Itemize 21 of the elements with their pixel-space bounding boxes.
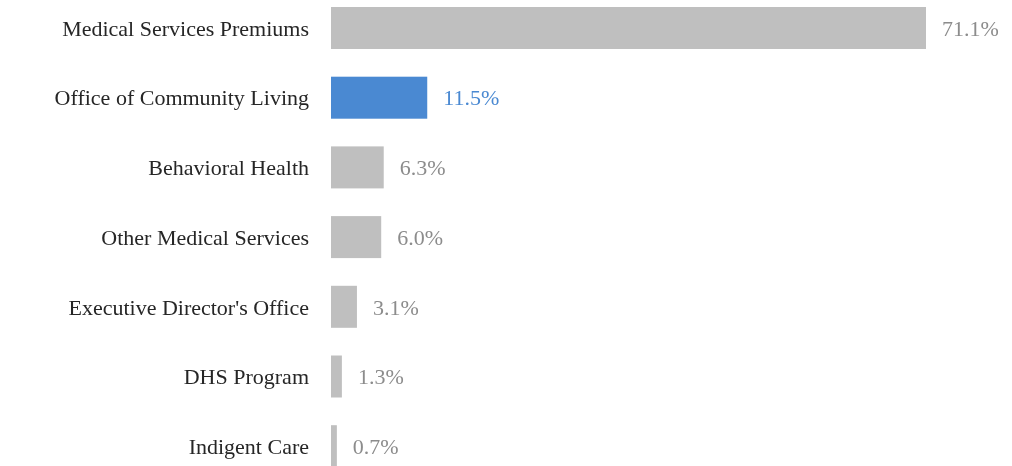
y-tick-label: DHS Program	[183, 364, 309, 390]
bar	[331, 285, 357, 328]
bar	[331, 7, 926, 49]
data-label: 11.5%	[443, 85, 500, 111]
data-label: 6.3%	[399, 155, 446, 181]
bar	[331, 146, 384, 189]
data-label: 6.0%	[397, 224, 444, 250]
bar	[331, 76, 428, 119]
y-tick-label: Office of Community Living	[54, 85, 309, 111]
y-tick-label: Behavioral Health	[148, 155, 309, 181]
y-tick-label: Executive Director's Office	[68, 294, 309, 320]
bar	[331, 216, 382, 259]
data-label: 71.1%	[942, 15, 999, 41]
y-tick-label: Medical Services Premiums	[62, 15, 309, 41]
bar	[331, 355, 342, 398]
data-label: 1.3%	[357, 364, 404, 390]
bar	[331, 425, 337, 466]
data-label: 3.1%	[372, 294, 419, 320]
data-label: 0.7%	[352, 433, 399, 459]
y-tick-label: Indigent Care	[188, 433, 309, 459]
y-tick-label: Other Medical Services	[101, 224, 309, 250]
